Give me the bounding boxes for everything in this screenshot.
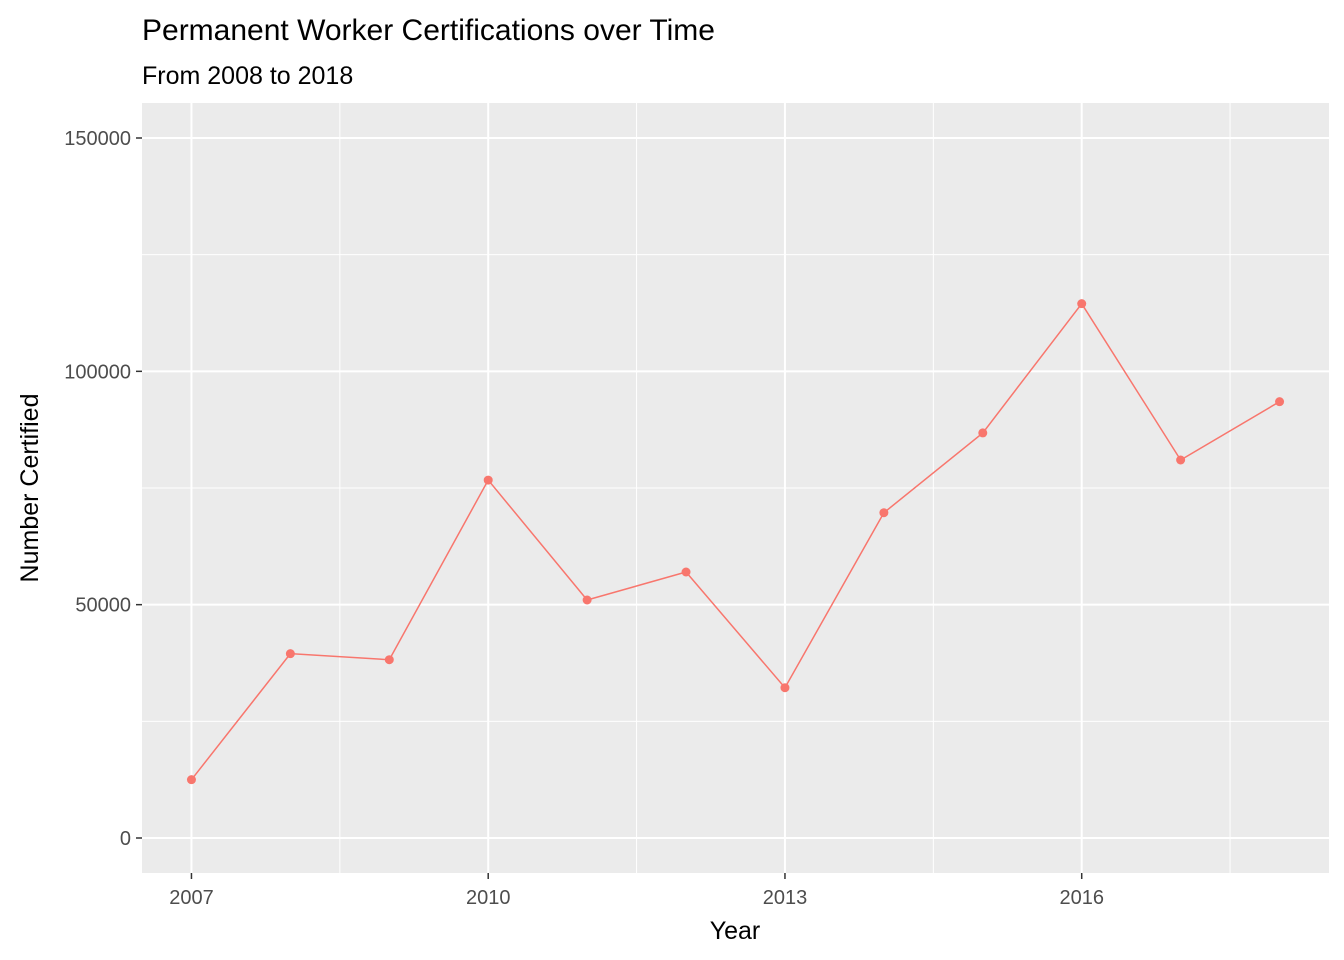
x-tick-label: 2007 — [169, 887, 214, 909]
data-point — [285, 649, 295, 659]
data-point — [1275, 397, 1285, 407]
y-axis-title: Number Certified — [16, 394, 44, 583]
y-tick-label: 0 — [120, 828, 131, 850]
minor-gridlines — [142, 103, 1329, 873]
y-tick-label: 150000 — [64, 128, 131, 150]
chart-title: Permanent Worker Certifications over Tim… — [142, 14, 715, 47]
x-axis: 2007 2010 2013 2016 — [169, 873, 1104, 909]
y-axis: 0 50000 100000 150000 — [64, 128, 142, 850]
data-point — [681, 567, 691, 577]
y-tick-label: 100000 — [64, 361, 131, 383]
x-axis-title: Year — [710, 917, 761, 945]
data-point — [978, 428, 988, 438]
x-tick-label: 2016 — [1059, 887, 1104, 909]
major-gridlines — [142, 103, 1329, 873]
data-point — [879, 508, 889, 518]
data-point — [1176, 455, 1186, 465]
data-point — [780, 683, 790, 693]
y-tick-label: 50000 — [75, 595, 131, 617]
series-line — [190, 302, 1280, 781]
series-layer — [186, 299, 1285, 785]
chart-subtitle: From 2008 to 2018 — [142, 62, 353, 90]
data-point — [1077, 299, 1087, 309]
x-tick-label: 2010 — [466, 887, 511, 909]
data-point — [582, 595, 592, 605]
data-point — [483, 475, 493, 485]
data-point — [186, 775, 196, 785]
data-point — [384, 655, 394, 665]
x-tick-label: 2013 — [763, 887, 808, 909]
